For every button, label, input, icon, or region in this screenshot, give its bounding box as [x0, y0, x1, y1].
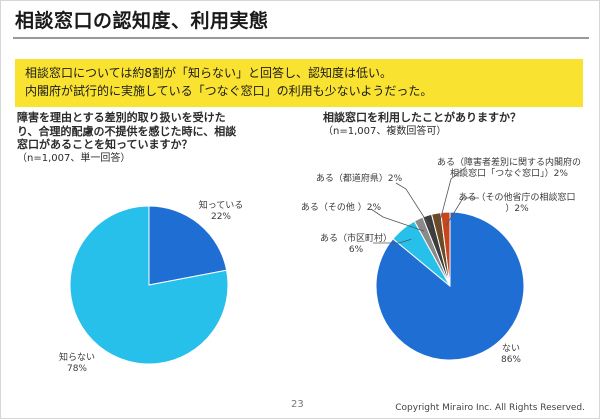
chart1-leader-5	[438, 166, 467, 227]
chart1-leader-3	[370, 208, 425, 232]
chart0-label-2: 知らない	[59, 351, 95, 363]
chart2-question: 相談窓口を利用したことがありますか？ （n=1,007、複数回答可）	[323, 111, 587, 138]
page-number: 23	[291, 399, 304, 410]
chart0-value-1: 22%	[211, 212, 231, 222]
copyright-text: Copyright Mirairo Inc. All Rights Reserv…	[395, 403, 585, 413]
chart1-slice-6	[440, 211, 451, 287]
chart1-label-6-line-1: ある（その他省庁の相談窓口	[458, 191, 575, 203]
chart2-question-line-1: 相談窓口を利用したことがありますか？	[323, 111, 521, 124]
chart1-leader-2	[373, 238, 412, 244]
chart1-question-line-3: 窓口があることを知っていますか？	[17, 138, 193, 151]
chart2-note: （n=1,007、複数回答可）	[323, 125, 447, 137]
chart1-label-3: ある（その他 ）2%	[301, 201, 382, 213]
chart1-label-6-line-2: ）2%	[505, 203, 529, 214]
summary-line-2: 内閣府が試行的に実施している「つなぐ窓口」の利用も少ないようだった。	[25, 84, 433, 98]
chart1-slice-1	[375, 211, 525, 361]
chart1-value-1: 86%	[501, 355, 521, 365]
chart1-label-5-line-1: ある（障害者差別に関する内閣府の	[437, 156, 581, 168]
slide-title: 相談窓口の認知度、利用実態	[15, 10, 269, 32]
chart0-value-2: 78%	[67, 364, 87, 374]
title-divider	[13, 37, 589, 39]
chart1-value-2: 6%	[349, 245, 364, 255]
chart1-label-2: ある（市区町村）	[320, 232, 392, 244]
chart1-label-1: ない	[502, 343, 520, 354]
chart1-label-4: ある（都道府県）2%	[316, 172, 403, 184]
chart1-leader-6	[445, 197, 479, 226]
chart1-question: 障害を理由とする差別的取り扱いを受けた り、合理的配慮の不提供を感じた時に、相談…	[17, 111, 279, 165]
chart0-slice-2	[69, 205, 229, 365]
chart0-label-1: 知っている	[199, 199, 244, 211]
summary-line-1: 相談窓口については約8割が「知らない」と回答し、認知度は低い。	[25, 66, 393, 80]
chart1-note: （n=1,007、単一回答）	[17, 152, 131, 164]
chart1-question-line-2: り、合理的配慮の不提供を感じた時に、相談	[17, 124, 237, 138]
chart0-slice-1	[148, 205, 228, 286]
chart1-question-line-1: 障害を理由とする差別的取り扱いを受けた	[17, 111, 226, 124]
chart1-leader-4	[395, 182, 432, 229]
summary-box: 相談窓口については約8割が「知らない」と回答し、認知度は低い。 内閣府が試行的に…	[15, 59, 583, 107]
chart1-label-5-line-2: 相談窓口「つなぐ窓口」）2%	[450, 167, 568, 179]
